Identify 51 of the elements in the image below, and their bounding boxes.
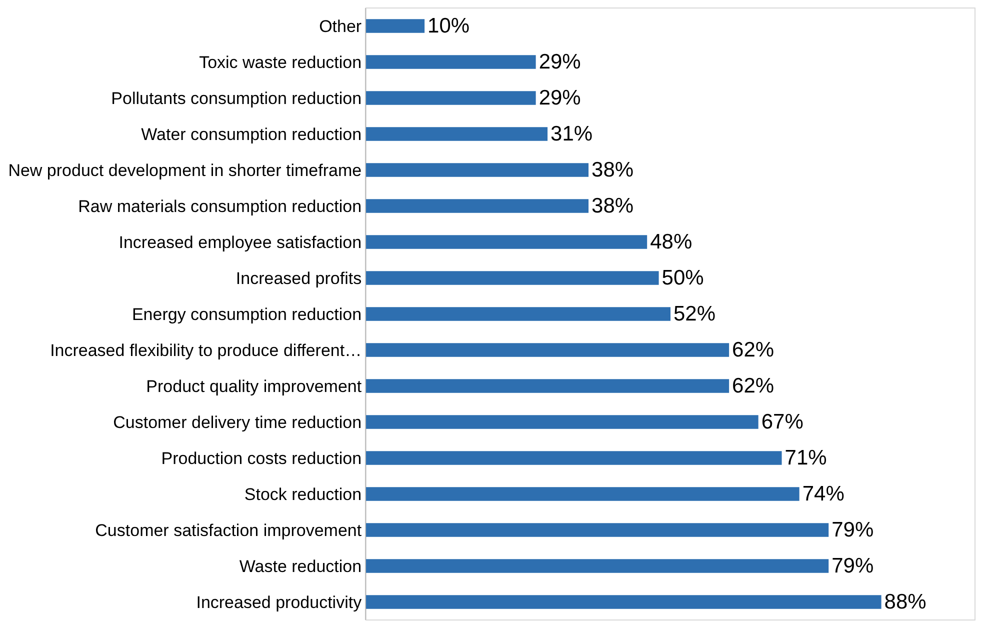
y-tick-label: Raw materials consumption reduction (78, 196, 362, 216)
data-label: 48% (650, 230, 692, 254)
data-label: 29% (538, 86, 581, 110)
bar (366, 559, 829, 573)
bar (366, 235, 648, 249)
y-tick-label: Increased employee satisfaction (118, 232, 362, 252)
data-label: 79% (832, 518, 874, 542)
bar (366, 307, 670, 321)
bar (366, 55, 536, 69)
data-label: 79% (832, 554, 874, 578)
bar (366, 595, 882, 609)
y-tick-label: Customer delivery time reduction (113, 412, 362, 432)
bar (366, 523, 829, 537)
y-tick-label: New product development in shorter timeframe (8, 160, 362, 180)
y-tick-label: Waste reduction (239, 556, 362, 576)
data-label: 62% (732, 338, 774, 362)
data-label: 38% (592, 158, 634, 182)
y-tick-label: Pollutants consumption reduction (111, 88, 362, 108)
y-tick-label: Customer satisfaction improvement (95, 520, 362, 540)
data-label: 29% (538, 50, 581, 74)
data-label: 67% (761, 410, 804, 434)
data-label: 10% (428, 14, 470, 38)
data-label: 52% (674, 302, 716, 326)
bar (366, 91, 536, 105)
bar (366, 343, 730, 357)
y-tick-label: Production costs reduction (161, 448, 362, 468)
y-tick-label: Increased flexibility to produce different… (50, 340, 362, 360)
data-label: 31% (550, 122, 593, 146)
bar (366, 271, 659, 285)
bar (366, 415, 758, 429)
data-label: 74% (802, 482, 844, 506)
bar (366, 199, 589, 213)
bar (366, 379, 730, 393)
data-label: 71% (784, 446, 827, 470)
bar (366, 127, 548, 141)
y-tick-label: Increased productivity (196, 592, 362, 612)
y-tick-label: Increased profits (236, 268, 362, 288)
bar (366, 19, 425, 33)
y-tick-label: Toxic waste reduction (199, 52, 362, 72)
y-tick-label: Stock reduction (244, 484, 362, 504)
y-tick-label: Energy consumption reduction (132, 304, 362, 324)
data-label: 88% (884, 590, 926, 614)
bar (366, 451, 782, 465)
y-tick-label: Product quality improvement (146, 376, 362, 396)
data-label: 62% (732, 374, 774, 398)
y-tick-label: Water consumption reduction (141, 124, 362, 144)
bar (366, 487, 800, 501)
data-label: 50% (662, 266, 704, 290)
y-tick-label: Other (319, 16, 362, 36)
data-label: 38% (592, 194, 634, 218)
bar (366, 163, 589, 177)
